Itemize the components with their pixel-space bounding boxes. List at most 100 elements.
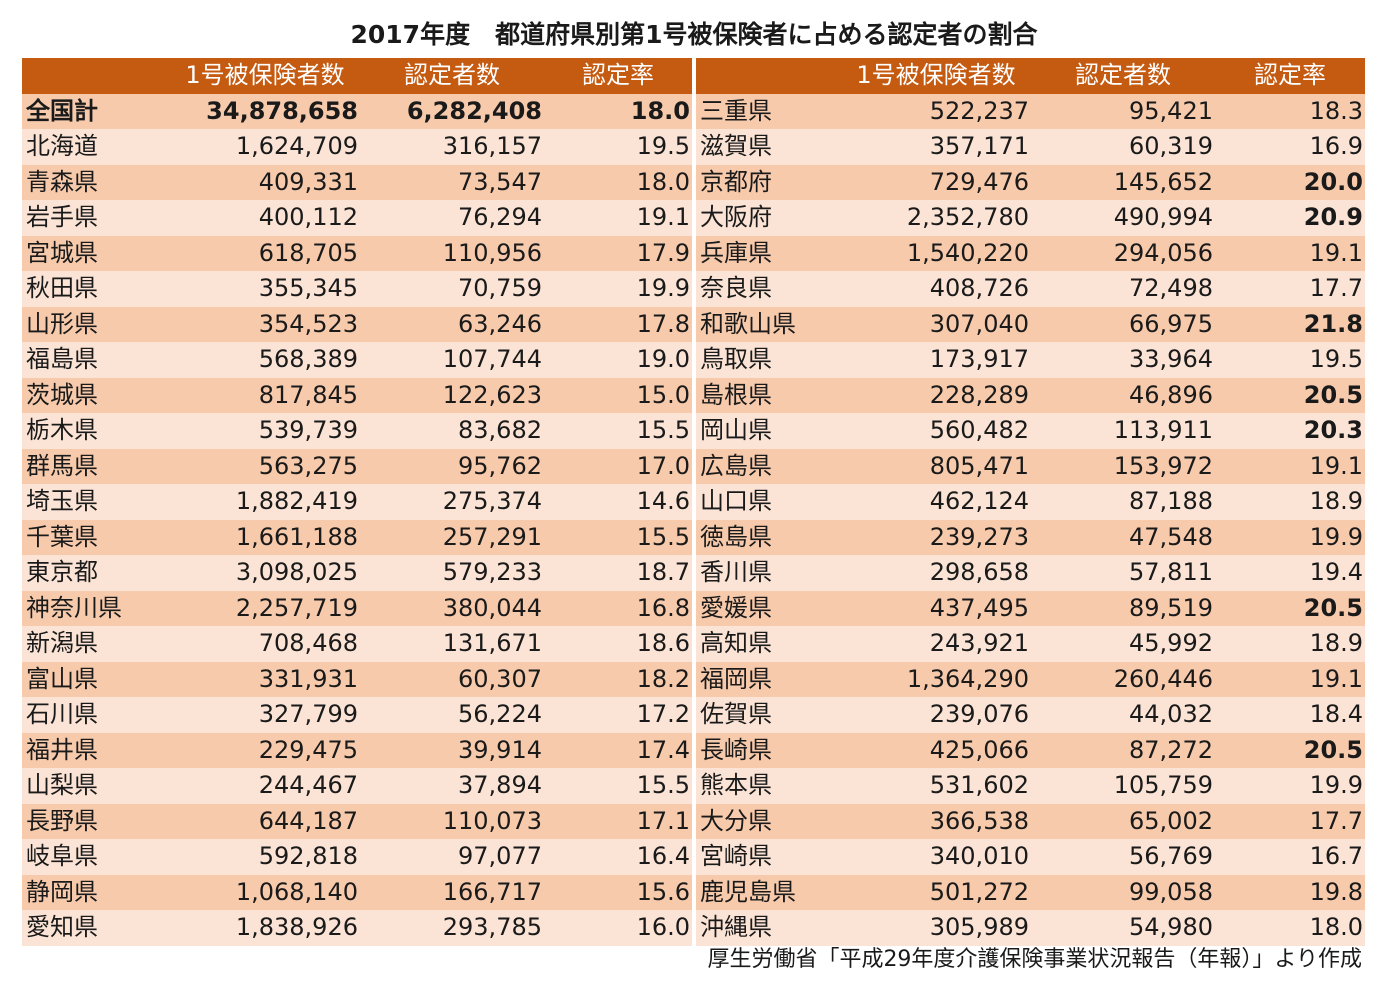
- table-row: 和歌山県 307,040 66,975 21.8: [696, 306, 1365, 342]
- certified-count-cell: 95,762: [360, 448, 544, 484]
- certification-rate-cell: 18.2: [544, 661, 692, 697]
- prefecture-cell: 栃木県: [22, 413, 170, 449]
- certification-rate-cell: 19.9: [1215, 519, 1365, 555]
- header-certified: 認定者数: [1031, 58, 1215, 94]
- prefecture-cell: 広島県: [696, 448, 841, 484]
- prefecture-cell: 秋田県: [22, 271, 170, 307]
- table-row: 栃木県 539,739 83,682 15.5: [22, 413, 692, 449]
- prefecture-cell: 三重県: [696, 93, 841, 129]
- insured-count-cell: 243,921: [841, 626, 1031, 662]
- certification-rate-cell: 16.7: [1215, 839, 1365, 875]
- insured-count-cell: 2,352,780: [841, 200, 1031, 236]
- prefecture-cell: 千葉県: [22, 519, 170, 555]
- table-row: 島根県 228,289 46,896 20.5: [696, 377, 1365, 413]
- certification-rate-cell: 20.5: [1215, 732, 1365, 768]
- table-panel-right: 1号被保険者数 認定者数 認定率 三重県 522,237 95,421 18.3 滋賀県…: [696, 58, 1365, 946]
- insured-count-cell: 592,818: [170, 839, 360, 875]
- header-prefecture: [696, 58, 841, 94]
- certified-count-cell: 39,914: [360, 732, 544, 768]
- certification-rate-cell: 18.6: [544, 626, 692, 662]
- certified-count-cell: 37,894: [360, 768, 544, 804]
- insured-count-cell: 729,476: [841, 164, 1031, 200]
- prefecture-cell: 京都府: [696, 164, 841, 200]
- insured-count-cell: 228,289: [841, 377, 1031, 413]
- table-row: 長崎県 425,066 87,272 20.5: [696, 732, 1365, 768]
- certification-rate-cell: 18.3: [1215, 93, 1365, 129]
- certified-count-cell: 99,058: [1031, 874, 1215, 910]
- certified-count-cell: 260,446: [1031, 661, 1215, 697]
- prefecture-cell: 埼玉県: [22, 484, 170, 520]
- insured-count-cell: 1,882,419: [170, 484, 360, 520]
- table-row: 埼玉県 1,882,419 275,374 14.6: [22, 484, 692, 520]
- insured-count-cell: 340,010: [841, 839, 1031, 875]
- table-row: 鹿児島県 501,272 99,058 19.8: [696, 874, 1365, 910]
- certified-count-cell: 380,044: [360, 590, 544, 626]
- insured-count-cell: 34,878,658: [170, 93, 360, 129]
- header-insured: 1号被保険者数: [170, 58, 360, 94]
- certification-rate-cell: 19.5: [1215, 342, 1365, 378]
- insured-count-cell: 357,171: [841, 129, 1031, 165]
- prefecture-cell: 鳥取県: [696, 342, 841, 378]
- table-row: 大阪府 2,352,780 490,994 20.9: [696, 200, 1365, 236]
- table-row: 徳島県 239,273 47,548 19.9: [696, 519, 1365, 555]
- prefecture-cell: 滋賀県: [696, 129, 841, 165]
- insured-count-cell: 1,364,290: [841, 661, 1031, 697]
- insured-count-cell: 708,468: [170, 626, 360, 662]
- prefecture-cell: 高知県: [696, 626, 841, 662]
- certified-count-cell: 44,032: [1031, 697, 1215, 733]
- insured-count-cell: 173,917: [841, 342, 1031, 378]
- certification-rate-cell: 15.5: [544, 519, 692, 555]
- insured-count-cell: 354,523: [170, 306, 360, 342]
- certification-rate-cell: 19.5: [544, 129, 692, 165]
- prefecture-cell: 宮崎県: [696, 839, 841, 875]
- certification-rate-cell: 18.9: [1215, 484, 1365, 520]
- table-row: 高知県 243,921 45,992 18.9: [696, 626, 1365, 662]
- insured-count-cell: 618,705: [170, 235, 360, 271]
- insured-count-cell: 366,538: [841, 803, 1031, 839]
- certified-count-cell: 33,964: [1031, 342, 1215, 378]
- insured-count-cell: 229,475: [170, 732, 360, 768]
- table-row: 千葉県 1,661,188 257,291 15.5: [22, 519, 692, 555]
- prefecture-cell: 長崎県: [696, 732, 841, 768]
- insured-count-cell: 239,273: [841, 519, 1031, 555]
- prefecture-cell: 岐阜県: [22, 839, 170, 875]
- table-row: 山梨県 244,467 37,894 15.5: [22, 768, 692, 804]
- prefecture-cell: 愛媛県: [696, 590, 841, 626]
- insured-count-cell: 244,467: [170, 768, 360, 804]
- header-insured: 1号被保険者数: [841, 58, 1031, 94]
- table-row: 岩手県 400,112 76,294 19.1: [22, 200, 692, 236]
- certification-rate-cell: 20.5: [1215, 377, 1365, 413]
- certified-count-cell: 63,246: [360, 306, 544, 342]
- insured-count-cell: 327,799: [170, 697, 360, 733]
- prefecture-cell: 富山県: [22, 661, 170, 697]
- certification-rate-cell: 17.7: [1215, 271, 1365, 307]
- certified-count-cell: 105,759: [1031, 768, 1215, 804]
- certification-rate-cell: 15.6: [544, 874, 692, 910]
- certified-count-cell: 294,056: [1031, 235, 1215, 271]
- certified-count-cell: 107,744: [360, 342, 544, 378]
- certification-rate-cell: 19.1: [1215, 235, 1365, 271]
- insured-count-cell: 501,272: [841, 874, 1031, 910]
- certification-rate-cell: 17.7: [1215, 803, 1365, 839]
- certified-count-cell: 56,769: [1031, 839, 1215, 875]
- certification-rate-cell: 17.2: [544, 697, 692, 733]
- certification-rate-cell: 17.1: [544, 803, 692, 839]
- header-prefecture: [22, 58, 170, 94]
- insured-count-cell: 298,658: [841, 555, 1031, 591]
- insured-count-cell: 307,040: [841, 306, 1031, 342]
- table-row: 山口県 462,124 87,188 18.9: [696, 484, 1365, 520]
- prefecture-cell: 島根県: [696, 377, 841, 413]
- prefecture-cell: 徳島県: [696, 519, 841, 555]
- insured-count-cell: 817,845: [170, 377, 360, 413]
- prefecture-cell: 福岡県: [696, 661, 841, 697]
- insured-count-cell: 462,124: [841, 484, 1031, 520]
- insured-count-cell: 1,661,188: [170, 519, 360, 555]
- prefecture-cell: 石川県: [22, 697, 170, 733]
- certified-count-cell: 97,077: [360, 839, 544, 875]
- table-row: 岡山県 560,482 113,911 20.3: [696, 413, 1365, 449]
- certification-rate-cell: 16.8: [544, 590, 692, 626]
- table-row: 東京都 3,098,025 579,233 18.7: [22, 555, 692, 591]
- insured-count-cell: 644,187: [170, 803, 360, 839]
- table-row: 北海道 1,624,709 316,157 19.5: [22, 129, 692, 165]
- certification-rate-cell: 18.9: [1215, 626, 1365, 662]
